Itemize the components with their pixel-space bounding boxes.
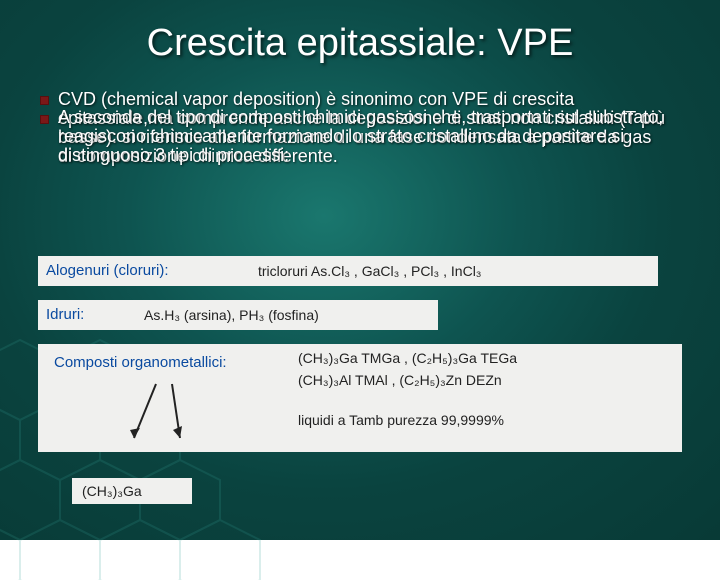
text-organo-line1: (CH₃)₃Ga TMGa , (C₂H₅)₃Ga TEGa bbox=[298, 350, 517, 366]
panel-idruri: Idruri: As.H₃ (arsina), PH₃ (fosfina) bbox=[38, 300, 438, 330]
text-idruri: As.H₃ (arsina), PH₃ (fosfina) bbox=[144, 307, 319, 323]
panel-organometallici: Composti organometallici: (CH₃)₃Ga TMGa … bbox=[38, 344, 682, 452]
bullet-square-icon bbox=[40, 115, 49, 124]
label-idruri: Idruri: bbox=[38, 300, 92, 329]
text-alogenuri: tricloruri As.Cl₃ , GaCl₃ , PCl₃ , InCl₃ bbox=[258, 263, 482, 279]
slide-container: Crescita epitassiale: VPE CVD (chemical … bbox=[0, 0, 720, 540]
panel-decomp-product: (CH₃)₃Ga bbox=[72, 478, 192, 504]
text-decomp: (CH₃)₃Ga bbox=[82, 483, 142, 499]
bullet-square-icon bbox=[40, 96, 49, 105]
text-organo-line2: (CH₃)₃Al TMAl , (C₂H₅)₃Zn DEZn bbox=[298, 372, 502, 388]
panel-alogenuri: Alogenuri (cloruri): tricloruri As.Cl₃ ,… bbox=[38, 256, 658, 286]
label-alogenuri: Alogenuri (cloruri): bbox=[38, 256, 177, 285]
text-organo-line3: liquidi a Tamb purezza 99,9999% bbox=[298, 412, 504, 428]
slide-title: Crescita epitassiale: VPE bbox=[0, 22, 720, 65]
paragraph-2: A seconda del tipo di composti chimici g… bbox=[58, 108, 668, 165]
decomposition-arrows-icon bbox=[128, 378, 228, 448]
label-organo: Composti organometallici: bbox=[46, 348, 235, 377]
